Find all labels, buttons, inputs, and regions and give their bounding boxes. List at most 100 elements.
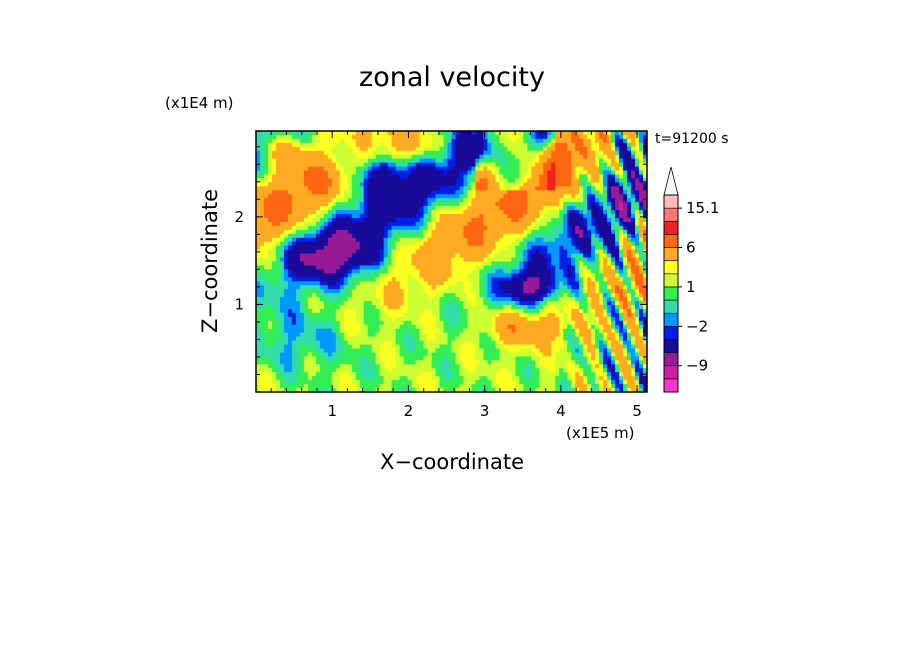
contour-cell bbox=[495, 257, 500, 263]
contour-cell bbox=[607, 328, 612, 334]
contour-cell bbox=[279, 221, 285, 227]
contour-cell bbox=[343, 289, 349, 294]
contour-cell bbox=[327, 257, 333, 263]
contour-cell bbox=[427, 233, 433, 239]
contour-cell bbox=[543, 182, 548, 187]
contour-cell bbox=[527, 233, 532, 239]
contour-cell bbox=[295, 305, 301, 310]
contour-cell bbox=[639, 142, 644, 148]
contour-cell bbox=[591, 202, 596, 207]
contour-cell bbox=[395, 301, 401, 306]
contour-cell bbox=[391, 324, 397, 330]
contour-cell bbox=[403, 316, 409, 322]
contour-cell bbox=[479, 257, 485, 263]
contour-cell bbox=[267, 308, 273, 314]
contour-cell bbox=[319, 174, 325, 180]
contour-cell bbox=[507, 253, 512, 259]
contour-cell bbox=[523, 237, 528, 243]
contour-cell bbox=[275, 233, 281, 239]
contour-cell bbox=[631, 328, 636, 334]
contour-cell bbox=[631, 301, 636, 306]
contour-cell bbox=[491, 178, 496, 183]
contour-cell bbox=[603, 249, 608, 255]
contour-cell bbox=[439, 166, 445, 172]
contour-cell bbox=[519, 261, 524, 267]
contour-cell bbox=[531, 225, 536, 231]
contour-cell bbox=[503, 170, 508, 176]
contour-cell bbox=[379, 218, 385, 223]
contour-cell bbox=[287, 131, 293, 136]
contour-cell bbox=[363, 233, 369, 239]
contour-cell bbox=[627, 308, 632, 314]
contour-cell bbox=[519, 194, 524, 199]
contour-cell bbox=[467, 134, 473, 140]
contour-cell bbox=[615, 154, 620, 160]
contour-cell bbox=[523, 289, 528, 294]
contour-cell bbox=[475, 221, 481, 227]
contour-cell bbox=[419, 265, 425, 270]
contour-cell bbox=[375, 293, 381, 298]
contour-cell bbox=[503, 210, 508, 215]
contour-cell bbox=[427, 150, 433, 156]
contour-cell bbox=[391, 229, 397, 235]
contour-cell bbox=[363, 328, 369, 334]
contour-cell bbox=[483, 174, 489, 180]
contour-cell bbox=[399, 281, 405, 286]
contour-cell bbox=[579, 281, 584, 286]
contour-cell bbox=[287, 198, 293, 203]
contour-cell bbox=[359, 237, 365, 243]
contour-cell bbox=[599, 206, 604, 211]
contour-cell bbox=[571, 253, 576, 259]
contour-cell bbox=[323, 221, 329, 227]
contour-cell bbox=[419, 150, 425, 156]
contour-cell bbox=[491, 289, 496, 294]
contour-cell bbox=[419, 162, 425, 168]
contour-cell bbox=[363, 316, 369, 322]
contour-cell bbox=[615, 214, 620, 219]
contour-cell bbox=[399, 301, 405, 306]
contour-cell bbox=[355, 142, 361, 148]
contour-cell bbox=[439, 142, 445, 148]
contour-cell bbox=[411, 142, 417, 148]
contour-cell bbox=[287, 138, 293, 144]
contour-cell bbox=[531, 166, 536, 172]
contour-cell bbox=[291, 162, 297, 168]
contour-cell bbox=[439, 178, 445, 183]
contour-cell bbox=[603, 237, 608, 243]
contour-cell bbox=[587, 261, 592, 267]
contour-cell bbox=[503, 297, 508, 302]
contour-cell bbox=[635, 190, 640, 195]
contour-cell bbox=[331, 233, 337, 239]
contour-cell bbox=[335, 328, 341, 334]
contour-cell bbox=[543, 170, 548, 176]
contour-cell bbox=[527, 138, 532, 144]
contour-cell bbox=[639, 273, 644, 278]
contour-cell bbox=[607, 289, 612, 294]
contour-cell bbox=[523, 162, 528, 168]
contour-cell bbox=[575, 289, 580, 294]
contour-cell bbox=[283, 261, 289, 267]
contour-cell bbox=[463, 174, 469, 180]
contour-cell bbox=[635, 146, 640, 152]
contour-cell bbox=[463, 150, 469, 156]
contour-cell bbox=[439, 182, 445, 187]
contour-cell bbox=[467, 312, 473, 318]
contour-cell bbox=[291, 150, 297, 156]
contour-cell bbox=[367, 198, 373, 203]
contour-cell bbox=[435, 273, 441, 278]
contour-cell bbox=[419, 206, 425, 211]
contour-cell bbox=[407, 225, 413, 231]
contour-cell bbox=[415, 253, 421, 259]
contour-cell bbox=[279, 174, 285, 180]
contour-cell bbox=[283, 257, 289, 263]
contour-cell bbox=[467, 214, 473, 219]
contour-cell bbox=[407, 146, 413, 152]
contour-cell bbox=[459, 221, 465, 227]
contour-cell bbox=[335, 253, 341, 259]
contour-cell bbox=[547, 158, 552, 164]
contour-cell bbox=[543, 225, 548, 231]
contour-cell bbox=[363, 214, 369, 219]
contour-cell bbox=[555, 210, 560, 215]
contour-cell bbox=[491, 154, 496, 160]
contour-cell bbox=[503, 273, 508, 278]
